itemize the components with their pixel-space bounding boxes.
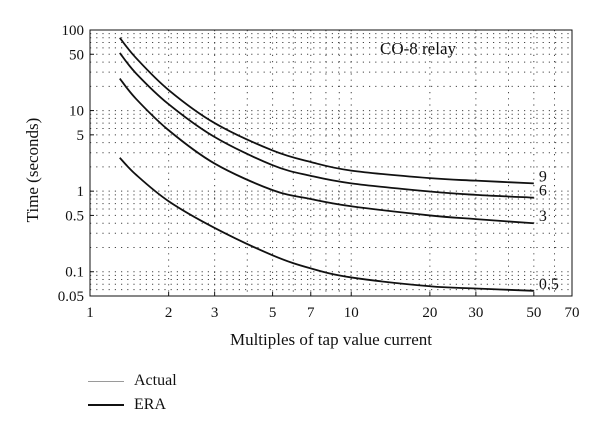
y-tick-label: 0.05	[58, 289, 84, 305]
curve-labels: 96 3 0.5	[539, 168, 559, 292]
x-axis-label: Multiples of tap value current	[230, 330, 432, 349]
axis-ticks: 1 2 3 5 7 10 20 30 50 70 0.05 0.1 0.5 1 5 10 50 100	[58, 23, 580, 321]
y-axis-label: Time (seconds)	[23, 118, 42, 223]
plot-frame	[89, 29, 573, 297]
x-tick-label: 10	[344, 305, 359, 321]
curve-label-3: 3	[539, 208, 547, 225]
x-tick-label: 7	[307, 305, 315, 321]
x-tick-label: 30	[468, 305, 483, 321]
chart-annotation: CO-8 relay	[380, 39, 457, 58]
x-tick-label: 1	[86, 305, 94, 321]
x-tick-label: 70	[565, 305, 580, 321]
x-tick-label: 3	[211, 305, 219, 321]
x-tick-label: 50	[526, 305, 541, 321]
legend-swatch-actual	[88, 380, 124, 382]
legend-label-era: ERA	[134, 396, 166, 413]
curve-label-0-5: 0.5	[539, 276, 559, 293]
series-line-6	[119, 52, 534, 199]
y-tick-label: 0.1	[65, 265, 84, 281]
series-line-3	[119, 77, 534, 225]
grid-lines	[90, 30, 572, 296]
curve-label-9: 9	[539, 168, 547, 185]
y-tick-label: 100	[62, 23, 85, 39]
y-tick-label: 0.5	[65, 208, 84, 224]
curve-label-6: 6	[539, 183, 547, 200]
y-tick-label: 5	[77, 128, 85, 144]
series-lines	[119, 37, 534, 292]
y-tick-label: 1	[77, 184, 85, 200]
legend-item-era: ERA	[88, 396, 166, 414]
y-tick-label: 50	[69, 47, 84, 63]
x-tick-label: 2	[165, 305, 173, 321]
series-line-0-5	[119, 157, 534, 292]
legend-label-actual: Actual	[134, 372, 177, 389]
legend-item-actual: Actual	[88, 372, 177, 390]
legend-swatch-era	[88, 404, 124, 406]
x-tick-label: 20	[422, 305, 437, 321]
x-tick-label: 5	[269, 305, 277, 321]
y-tick-label: 10	[69, 104, 84, 120]
series-line-9	[119, 37, 534, 185]
